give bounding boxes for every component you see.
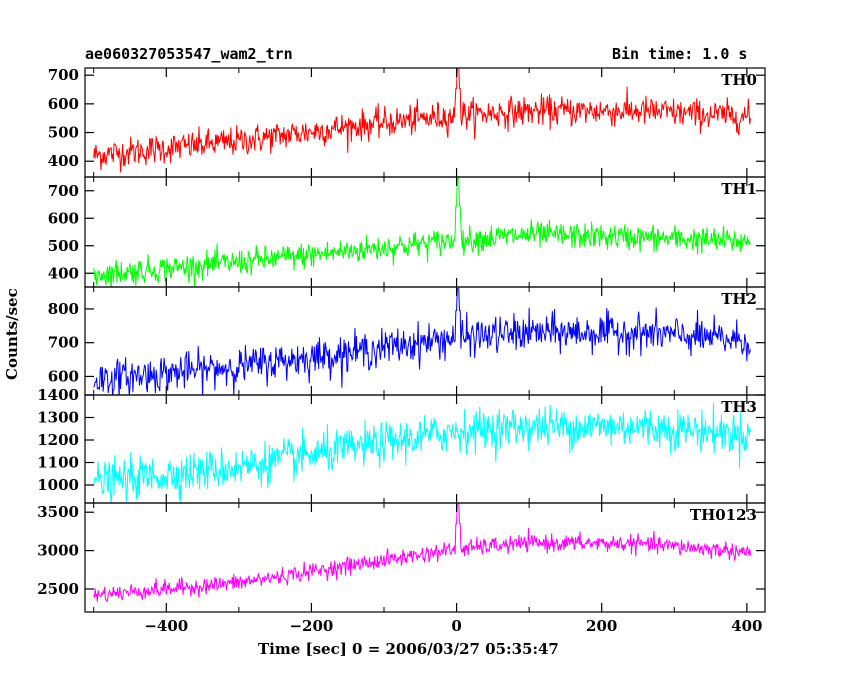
series-th3 (93, 403, 751, 503)
series-th0 (93, 68, 751, 173)
y-tick-label: 500 (48, 124, 79, 142)
y-tick-label: 400 (48, 152, 79, 170)
y-tick-label: 800 (48, 300, 79, 318)
y-tick-label: 1300 (37, 409, 79, 427)
y-tick-label: 2500 (37, 580, 79, 598)
y-tick-label: 700 (48, 334, 79, 352)
series-th2 (93, 288, 751, 395)
panel-label-th0123: TH0123 (690, 506, 757, 524)
y-tick-label: 1200 (37, 431, 79, 449)
y-tick-label: 3500 (37, 503, 79, 521)
y-tick-label: 700 (48, 182, 79, 200)
y-tick-label: 1100 (37, 454, 79, 472)
panel-label-th2: TH2 (721, 290, 757, 308)
series-th1 (93, 177, 751, 287)
x-tick-label: 200 (586, 617, 617, 635)
x-tick-label: 400 (731, 617, 762, 635)
x-tick-label: −200 (289, 617, 333, 635)
y-tick-label: 700 (48, 66, 79, 84)
y-tick-label: 400 (48, 264, 79, 282)
y-tick-label: 1400 (37, 386, 79, 404)
y-tick-label: 1000 (37, 476, 79, 494)
y-tick-label: 600 (48, 209, 79, 227)
panel-label-th0: TH0 (721, 71, 757, 89)
x-tick-label: −400 (144, 617, 188, 635)
bin-time-label: Bin time: 1.0 s (612, 45, 748, 63)
y-tick-label: 600 (48, 95, 79, 113)
y-tick-label: 3000 (37, 542, 79, 560)
chart-title: ae060327053547_wam2_trn (85, 45, 293, 63)
panel-label-th1: TH1 (721, 180, 757, 198)
panel-frame-th3 (84, 394, 766, 504)
x-axis-label: Time [sec] 0 = 2006/03/27 05:35:47 (258, 640, 559, 658)
y-axis-label: Counts/sec (3, 288, 21, 380)
panel-label-th3: TH3 (721, 398, 757, 416)
y-tick-label: 600 (48, 367, 79, 385)
series-th0123 (93, 503, 751, 603)
y-tick-label: 500 (48, 237, 79, 255)
x-tick-label: 0 (451, 617, 461, 635)
panel-frame-th0 (84, 67, 766, 178)
panel-frame-th0123 (84, 502, 766, 613)
